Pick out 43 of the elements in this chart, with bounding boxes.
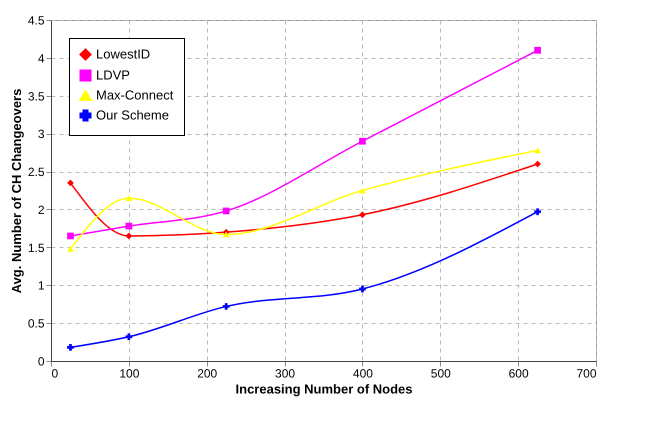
x-tick-label: 0 [52, 366, 58, 380]
point [534, 147, 541, 154]
point [359, 286, 366, 292]
x-tick-label: 600 [508, 366, 529, 380]
legend-label: Our Scheme [96, 108, 169, 122]
x-tick-label: 500 [430, 366, 452, 380]
x-tick-label: 200 [197, 366, 218, 380]
y-tick-label: 2.5 [28, 165, 45, 180]
point [359, 211, 366, 218]
y-tick-label: 0.5 [28, 316, 45, 331]
x-axis-title: Increasing Number of Nodes [236, 382, 412, 396]
point [534, 208, 541, 216]
y-tick-label: 0 [38, 354, 45, 368]
x-tick-label: 400 [352, 366, 374, 380]
legend-label: LDVP [96, 68, 130, 82]
point [67, 232, 74, 240]
x-tick-label: 300 [275, 366, 296, 380]
x-tick-label: 700 [576, 366, 597, 380]
point [359, 188, 366, 194]
point [67, 246, 74, 252]
point [359, 138, 366, 145]
x-tick-label: 100 [119, 366, 140, 380]
point [67, 180, 74, 186]
y-tick-label: 1 [38, 278, 45, 293]
point [222, 208, 230, 214]
point [126, 222, 132, 230]
point [126, 232, 132, 240]
point [222, 232, 230, 238]
y-tick-label: 4 [38, 51, 45, 66]
point [126, 333, 132, 340]
legend-label: LowestID [96, 46, 150, 62]
point [222, 303, 230, 310]
y-tick-label: 3 [38, 127, 45, 142]
y-tick-label: 3.5 [28, 89, 45, 104]
y-tick-label: 4.5 [28, 14, 45, 28]
legend-label: Max-Connect [96, 88, 174, 102]
y-tick-label: 2 [38, 202, 45, 217]
y-axis-title: Avg. Number of CH Changeovers [8, 88, 24, 294]
point [534, 160, 541, 168]
y-tick-label: 1.5 [28, 240, 45, 255]
point [534, 46, 541, 54]
point [67, 344, 74, 351]
point [126, 195, 132, 201]
